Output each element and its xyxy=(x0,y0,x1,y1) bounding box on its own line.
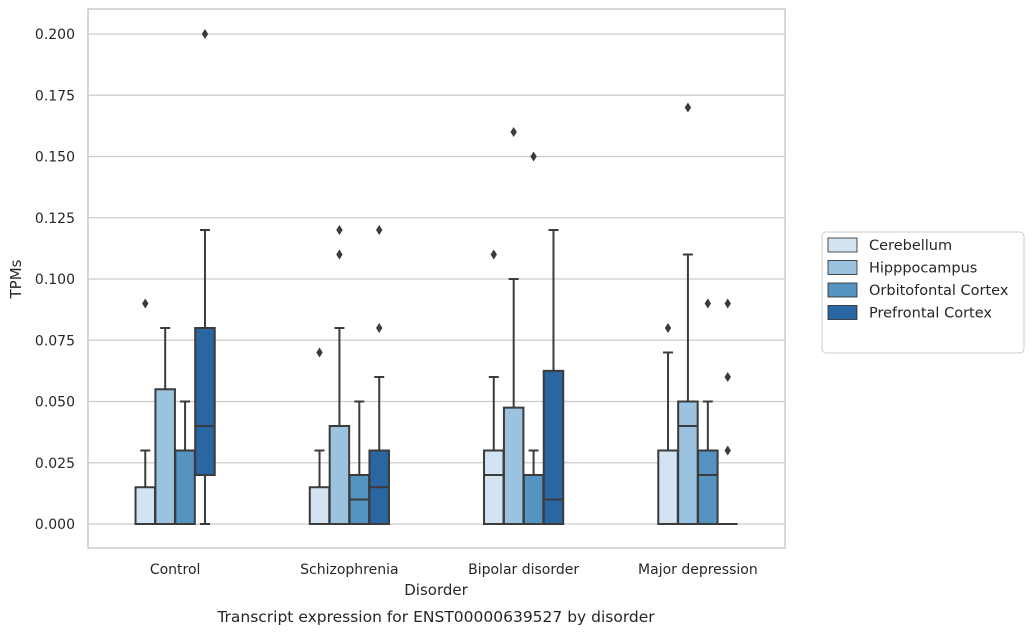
box-schizophrenia-prefrontal-cortex xyxy=(368,225,390,525)
box-iqr xyxy=(542,369,565,525)
box-bipolar-disorder-prefrontal-cortex xyxy=(542,229,565,525)
box-bipolar-disorder-hipppocampus xyxy=(502,127,525,525)
outlier-point xyxy=(316,347,323,358)
box-iqr xyxy=(174,449,196,525)
outlier-point xyxy=(376,225,383,235)
box-schizophrenia-cerebellum xyxy=(308,347,331,525)
x-tick-label: Bipolar disorder xyxy=(468,562,579,578)
y-tick-label: 0.175 xyxy=(35,88,75,104)
outlier-point xyxy=(142,298,149,309)
box-schizophrenia-hipppocampus xyxy=(328,225,351,525)
box-iqr xyxy=(194,327,216,476)
outlier-point xyxy=(490,249,497,260)
legend-swatch xyxy=(827,237,858,253)
x-tick-label: Schizophrenia xyxy=(300,562,398,578)
y-tick-label: 0.075 xyxy=(35,333,75,349)
box-iqr xyxy=(657,449,679,525)
y-tick-label: 0.125 xyxy=(35,211,75,227)
legend-label: Orbitofontal Cortex xyxy=(869,283,1009,299)
legend-frame xyxy=(821,231,1025,354)
legend-label: Hipppocampus xyxy=(869,261,977,277)
y-tick-label: 0.150 xyxy=(35,150,75,166)
legend-swatch xyxy=(827,305,858,320)
box-major-depression-cerebellum xyxy=(657,323,679,525)
legend-swatch xyxy=(827,260,858,275)
outlier-point xyxy=(336,225,343,235)
box-major-depression-prefrontal-cortex xyxy=(717,298,738,525)
outlier-point xyxy=(684,102,692,113)
box-iqr xyxy=(677,400,699,525)
legend-items: Cerebellum Hipppocampus Orbitofontal Corte… xyxy=(827,237,1009,322)
outlier-point xyxy=(704,298,712,309)
y-tick-label: 0.200 xyxy=(35,27,75,43)
box-bipolar-disorder-cerebellum xyxy=(483,249,505,525)
outlier-point xyxy=(510,127,517,137)
outlier-point xyxy=(530,151,537,162)
y-tick-label: 0.000 xyxy=(35,517,75,533)
box-control-hipppocampus xyxy=(154,327,176,525)
y-tick-labels: 0.000 0.025 0.050 0.075 0.100 0.125 0.150 0.175… xyxy=(35,27,75,533)
box-control-cerebellum xyxy=(134,298,157,525)
outlier-point xyxy=(201,29,209,39)
box-major-depression-orbitofontal-cortex xyxy=(697,298,719,525)
boxes xyxy=(134,29,738,525)
outlier-point xyxy=(376,323,383,333)
box-iqr xyxy=(697,449,719,525)
box-control-orbitofontal-cortex xyxy=(174,400,196,525)
legend-swatch xyxy=(827,282,858,298)
plot-frame xyxy=(87,8,786,549)
box-iqr xyxy=(328,425,351,525)
outlier-point xyxy=(724,445,731,456)
box-bipolar-disorder-orbitofontal-cortex xyxy=(522,151,545,525)
box-iqr xyxy=(522,474,545,525)
box-iqr xyxy=(154,388,176,525)
y-tick-label: 0.025 xyxy=(35,456,75,472)
x-axis-title: Disorder xyxy=(404,581,468,599)
legend: Cerebellum Hipppocampus Orbitofontal Corte… xyxy=(821,231,1025,354)
y-axis-title: TPMs xyxy=(7,259,25,299)
legend-label: Prefrontal Cortex xyxy=(869,306,992,322)
box-major-depression-hipppocampus xyxy=(677,102,699,525)
box-control-prefrontal-cortex xyxy=(194,29,216,525)
outlier-point xyxy=(664,323,672,333)
x-tick-labels: Control Schizophrenia Bipolar disorder Majo… xyxy=(150,562,758,578)
outlier-point xyxy=(724,298,731,309)
box-iqr xyxy=(308,486,331,525)
x-tick-label: Major depression xyxy=(638,562,758,578)
chart-caption: Transcript expression for ENST0000063952… xyxy=(216,608,655,626)
y-tick-label: 0.100 xyxy=(35,272,75,288)
x-tick-label: Control xyxy=(150,562,201,578)
box-iqr xyxy=(134,486,157,525)
y-tick-label: 0.050 xyxy=(35,395,75,411)
legend-label: Cerebellum xyxy=(869,238,952,254)
box-iqr xyxy=(483,449,505,525)
outlier-point xyxy=(336,249,343,260)
outlier-point xyxy=(724,372,731,382)
box-iqr xyxy=(502,406,525,525)
